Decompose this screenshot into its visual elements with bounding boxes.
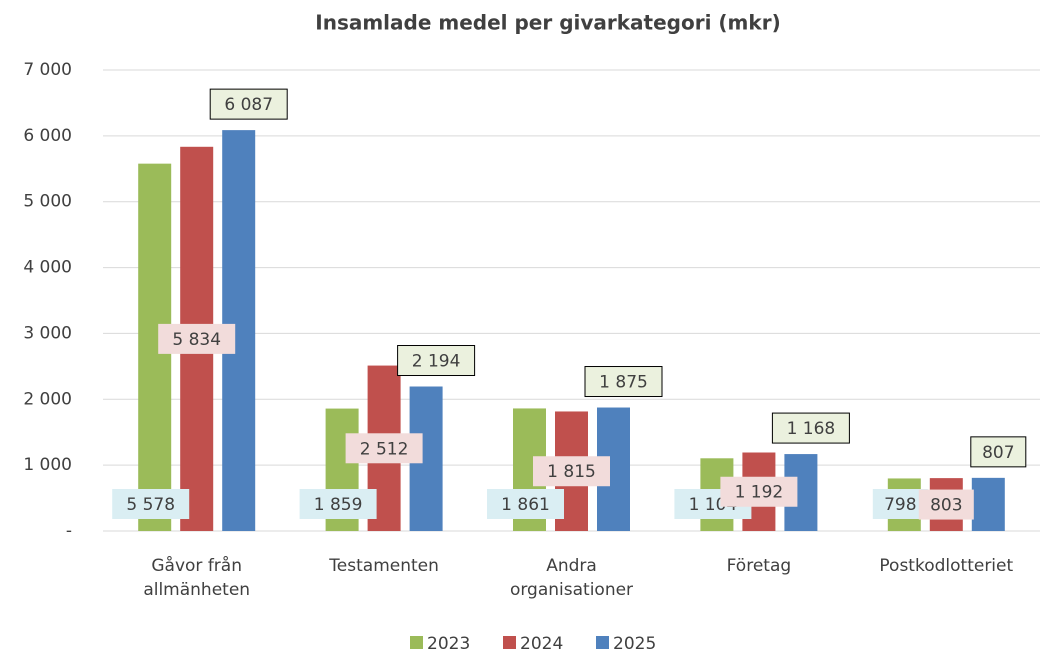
y-tick-label: 7 000 — [23, 60, 72, 80]
x-tick-label: Postkodlotteriet — [879, 556, 1013, 576]
legend-swatch — [410, 636, 423, 649]
data-label-box — [345, 433, 423, 464]
data-label-box — [970, 436, 1027, 468]
data-label-box — [487, 489, 564, 519]
x-tick-label: Andra organisationer — [510, 556, 633, 600]
x-tick-label: Företag — [727, 556, 792, 576]
data-label: 1 168 — [787, 419, 836, 439]
data-label: 5 834 — [172, 330, 221, 350]
legend-label: 2023 — [427, 634, 470, 654]
y-tick-label: 2 000 — [23, 389, 72, 409]
x-tick-label: Gåvor från allmänheten — [143, 555, 250, 600]
data-label-box — [112, 489, 190, 519]
data-label-box — [533, 456, 610, 487]
data-label: 2 194 — [412, 352, 461, 372]
legend-label: 2025 — [613, 634, 656, 654]
data-label: 798 — [884, 495, 916, 515]
bar — [971, 477, 1005, 531]
data-label-box — [397, 345, 476, 377]
data-label: 6 087 — [224, 95, 273, 115]
y-tick-label: 4 000 — [23, 258, 72, 278]
data-label-box — [299, 489, 377, 519]
data-label: 1 859 — [314, 495, 363, 515]
y-tick-label: 5 000 — [23, 192, 72, 212]
y-tick-label: 1 000 — [23, 455, 72, 475]
legend-label: 2024 — [520, 634, 563, 654]
chart-title: Insamlade medel per givarkategori (mkr) — [315, 11, 780, 35]
data-label: 807 — [982, 443, 1014, 463]
data-label-box — [584, 366, 663, 398]
x-tick-label: Testamenten — [328, 556, 439, 576]
data-label-box — [771, 412, 850, 444]
data-label: 1 861 — [501, 495, 550, 515]
data-label-box — [720, 476, 798, 507]
data-label-box — [158, 323, 236, 354]
data-label-box — [918, 489, 974, 520]
legend-swatch — [503, 636, 516, 649]
data-label: 1 192 — [735, 483, 784, 503]
legend-swatch — [596, 636, 609, 649]
data-label-box — [872, 489, 928, 519]
data-label: 5 578 — [126, 495, 175, 515]
y-tick-label: 3 000 — [23, 323, 72, 343]
data-label: 803 — [930, 496, 962, 516]
data-label-box — [209, 88, 288, 120]
y-tick-label: - — [66, 521, 72, 541]
data-label: 1 875 — [599, 373, 648, 393]
data-label: 1 815 — [547, 462, 596, 482]
y-tick-label: 6 000 — [23, 126, 72, 146]
legend: 2023 2024 2025 — [410, 634, 656, 654]
data-label: 2 512 — [360, 439, 409, 459]
